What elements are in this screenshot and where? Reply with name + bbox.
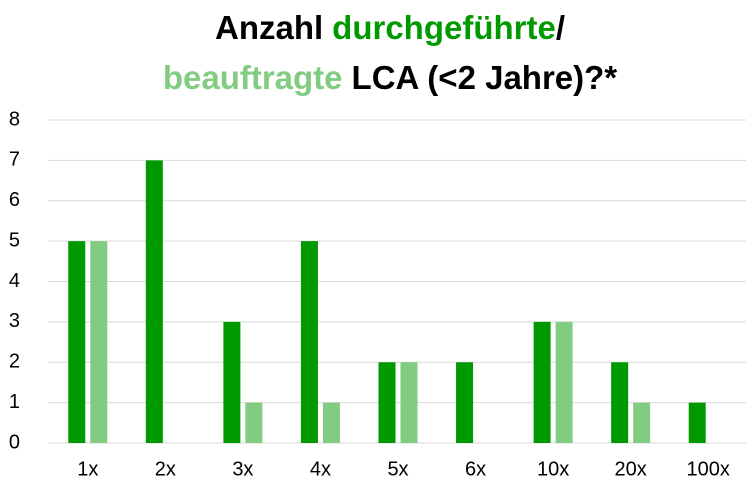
bar	[688, 402, 706, 443]
bar	[555, 321, 573, 443]
y-tick-label: 4	[9, 270, 20, 292]
bar	[456, 362, 474, 443]
bar	[400, 362, 418, 443]
bar	[300, 241, 318, 443]
chart-title: beauftragte LCA (<2 Jahre)?*	[163, 59, 617, 96]
bar	[611, 362, 629, 443]
x-tick-label: 100x	[687, 458, 730, 480]
bar	[68, 241, 86, 443]
y-tick-label: 2	[9, 351, 20, 373]
y-tick-label: 0	[9, 431, 20, 453]
y-tick-label: 5	[9, 229, 20, 251]
x-tick-label: 20x	[615, 458, 647, 480]
series-name: durchgeführte	[332, 9, 556, 46]
bar	[378, 362, 396, 443]
x-tick-label: 1x	[77, 458, 98, 480]
y-tick-label: 7	[9, 149, 20, 171]
bar	[90, 241, 108, 443]
y-tick-label: 6	[9, 189, 20, 211]
title-part: LCA (<2 Jahre)?*	[352, 59, 618, 96]
y-tick-label: 3	[9, 310, 20, 332]
bar	[245, 402, 263, 443]
x-tick-label: 6x	[465, 458, 486, 480]
bar	[633, 402, 651, 443]
title-part: /	[556, 9, 565, 46]
chart-title: Anzahl durchgeführte/	[215, 9, 565, 46]
title-part: Anzahl	[215, 9, 323, 46]
bar	[322, 402, 340, 443]
x-tick-label: 2x	[155, 458, 176, 480]
x-tick-label: 4x	[310, 458, 331, 480]
x-tick-label: 3x	[232, 458, 253, 480]
y-tick-label: 8	[9, 108, 20, 130]
bar	[145, 160, 163, 443]
bar	[533, 321, 551, 443]
bar	[223, 321, 241, 443]
x-tick-label: 10x	[537, 458, 569, 480]
series-name: beauftragte	[163, 59, 343, 96]
x-tick-label: 5x	[387, 458, 408, 480]
y-tick-label: 1	[9, 391, 20, 413]
